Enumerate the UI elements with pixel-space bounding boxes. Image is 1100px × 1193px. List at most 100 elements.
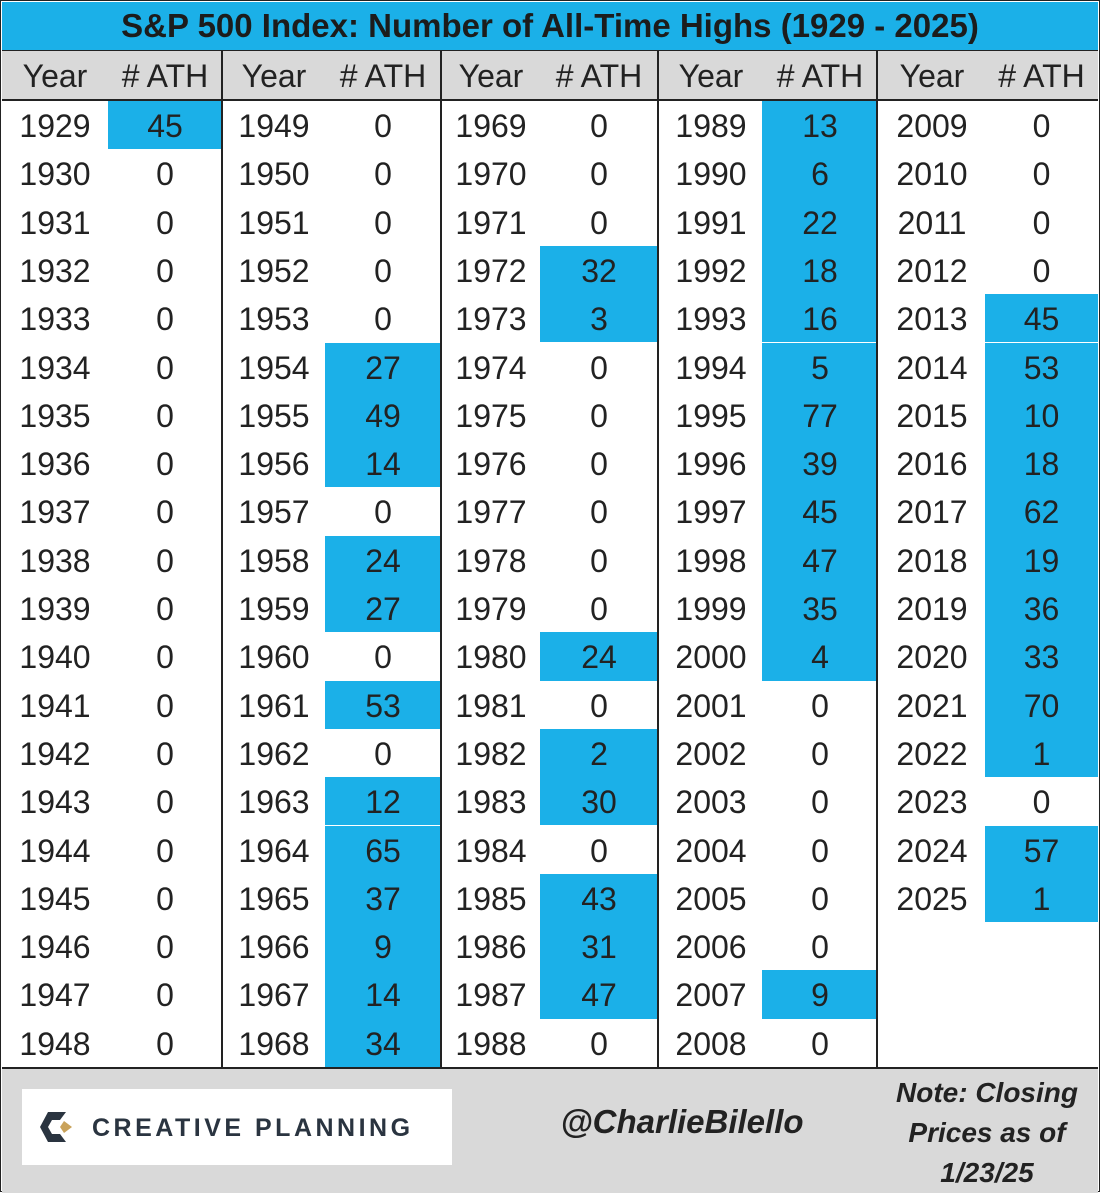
ath-cell: 12 [325,777,441,826]
year-cell: 2008 [675,1025,747,1062]
year-cell: 1972 [455,252,527,289]
year-cell: 1946 [19,929,91,966]
year-cell: 2024 [896,832,968,869]
year-cell: 1939 [19,591,91,627]
year-cell: 2023 [896,784,968,821]
ath-cell: 0 [590,397,608,434]
ath-cell: 0 [156,639,174,676]
ath-cell: 0 [590,446,608,483]
year-cell: 1983 [455,784,527,821]
ath-cell: 49 [325,390,441,440]
ath-cell: 10 [985,390,1098,440]
year-cell: 1968 [238,1025,310,1062]
ath-cell: 0 [811,832,829,869]
year-cell: 1959 [238,591,310,627]
year-cell: 1934 [19,349,91,386]
year-cell: 1947 [19,977,91,1014]
year-cell: 1965 [238,880,310,917]
ath-cell: 0 [374,108,392,144]
year-cell: 1964 [238,832,310,869]
year-cell: 1996 [675,446,747,483]
year-cell: 2006 [675,929,747,966]
ath-cell: 0 [590,591,608,627]
ath-cell: 77 [762,390,878,440]
column-separator [657,51,659,1067]
ath-cell: 14 [325,439,441,488]
ath-cell: 0 [156,204,174,241]
year-cell: 2015 [896,397,968,434]
year-cell: 1948 [19,1025,91,1062]
ath-cell: 0 [156,591,174,627]
ath-cell: 0 [156,156,174,193]
year-cell: 2014 [896,349,968,386]
year-cell: 1955 [238,397,310,434]
year-cell: 2000 [675,639,747,676]
year-cell: 2005 [675,880,747,917]
header-ath: # ATH [339,58,427,94]
year-cell: 1952 [238,252,310,289]
ath-cell: 45 [985,294,1098,343]
ath-cell: 18 [762,245,878,295]
year-cell: 1938 [19,542,91,579]
year-cell: 1929 [19,108,91,144]
year-cell: 1945 [19,880,91,917]
year-cell: 1951 [238,204,310,241]
ath-cell: 6 [762,149,878,198]
ath-cell: 45 [762,487,878,536]
ath-cell: 0 [156,1025,174,1062]
ath-cell: 0 [374,252,392,289]
year-cell: 1954 [238,349,310,386]
ath-cell: 65 [325,825,441,874]
ath-cell: 0 [156,880,174,917]
year-cell: 1981 [455,687,527,724]
year-cell: 1985 [455,880,527,917]
ath-cell: 0 [811,1025,829,1062]
year-cell: 1940 [19,639,91,676]
year-cell: 2020 [896,639,968,676]
ath-cell: 43 [540,873,658,923]
ath-cell: 19 [985,535,1098,584]
ath-cell: 0 [590,204,608,241]
ath-cell: 9 [762,970,878,1019]
header-year: Year [22,58,88,94]
year-cell: 2022 [896,735,968,772]
year-cell: 1998 [675,542,747,579]
ath-cell: 0 [811,687,829,724]
ath-cell: 0 [590,349,608,386]
ath-cell: 0 [1032,108,1051,144]
year-cell: 1949 [238,108,310,144]
year-cell: 1979 [455,591,527,627]
year-cell: 1988 [455,1025,527,1062]
year-cell: 1963 [238,784,310,821]
ath-cell: 0 [374,156,392,193]
year-cell: 1935 [19,397,91,434]
year-cell: 1957 [238,494,310,531]
ath-cell: 2 [540,728,658,778]
year-cell: 2011 [897,204,967,241]
year-cell: 1995 [675,397,747,434]
note-line: Note: Closing [896,1077,1078,1108]
ath-cell: 33 [985,632,1098,681]
ath-cell: 57 [985,825,1098,874]
column-separator [876,51,878,1067]
year-cell: 2009 [896,108,968,144]
year-cell: 2007 [675,977,747,1014]
ath-cell: 34 [325,1018,441,1067]
year-cell: 1990 [675,156,747,193]
year-cell: 1970 [455,156,527,193]
creative-planning-logo-icon [40,1112,72,1142]
note-line: 1/23/25 [940,1157,1034,1188]
ath-cell: 0 [156,397,174,434]
header-ath: # ATH [555,58,643,94]
year-cell: 1943 [19,784,91,821]
ath-cell: 32 [540,245,658,295]
year-cell: 1932 [19,252,91,289]
year-cell: 1975 [455,397,527,434]
year-cell: 2003 [675,784,747,821]
year-cell: 1976 [455,446,527,483]
ath-cell: 0 [590,542,608,579]
ath-cell: 47 [762,535,878,584]
ath-cell: 0 [374,735,392,772]
page-title: S&P 500 Index: Number of All-Time Highs … [2,2,1098,51]
ath-cell: 1 [985,728,1098,778]
